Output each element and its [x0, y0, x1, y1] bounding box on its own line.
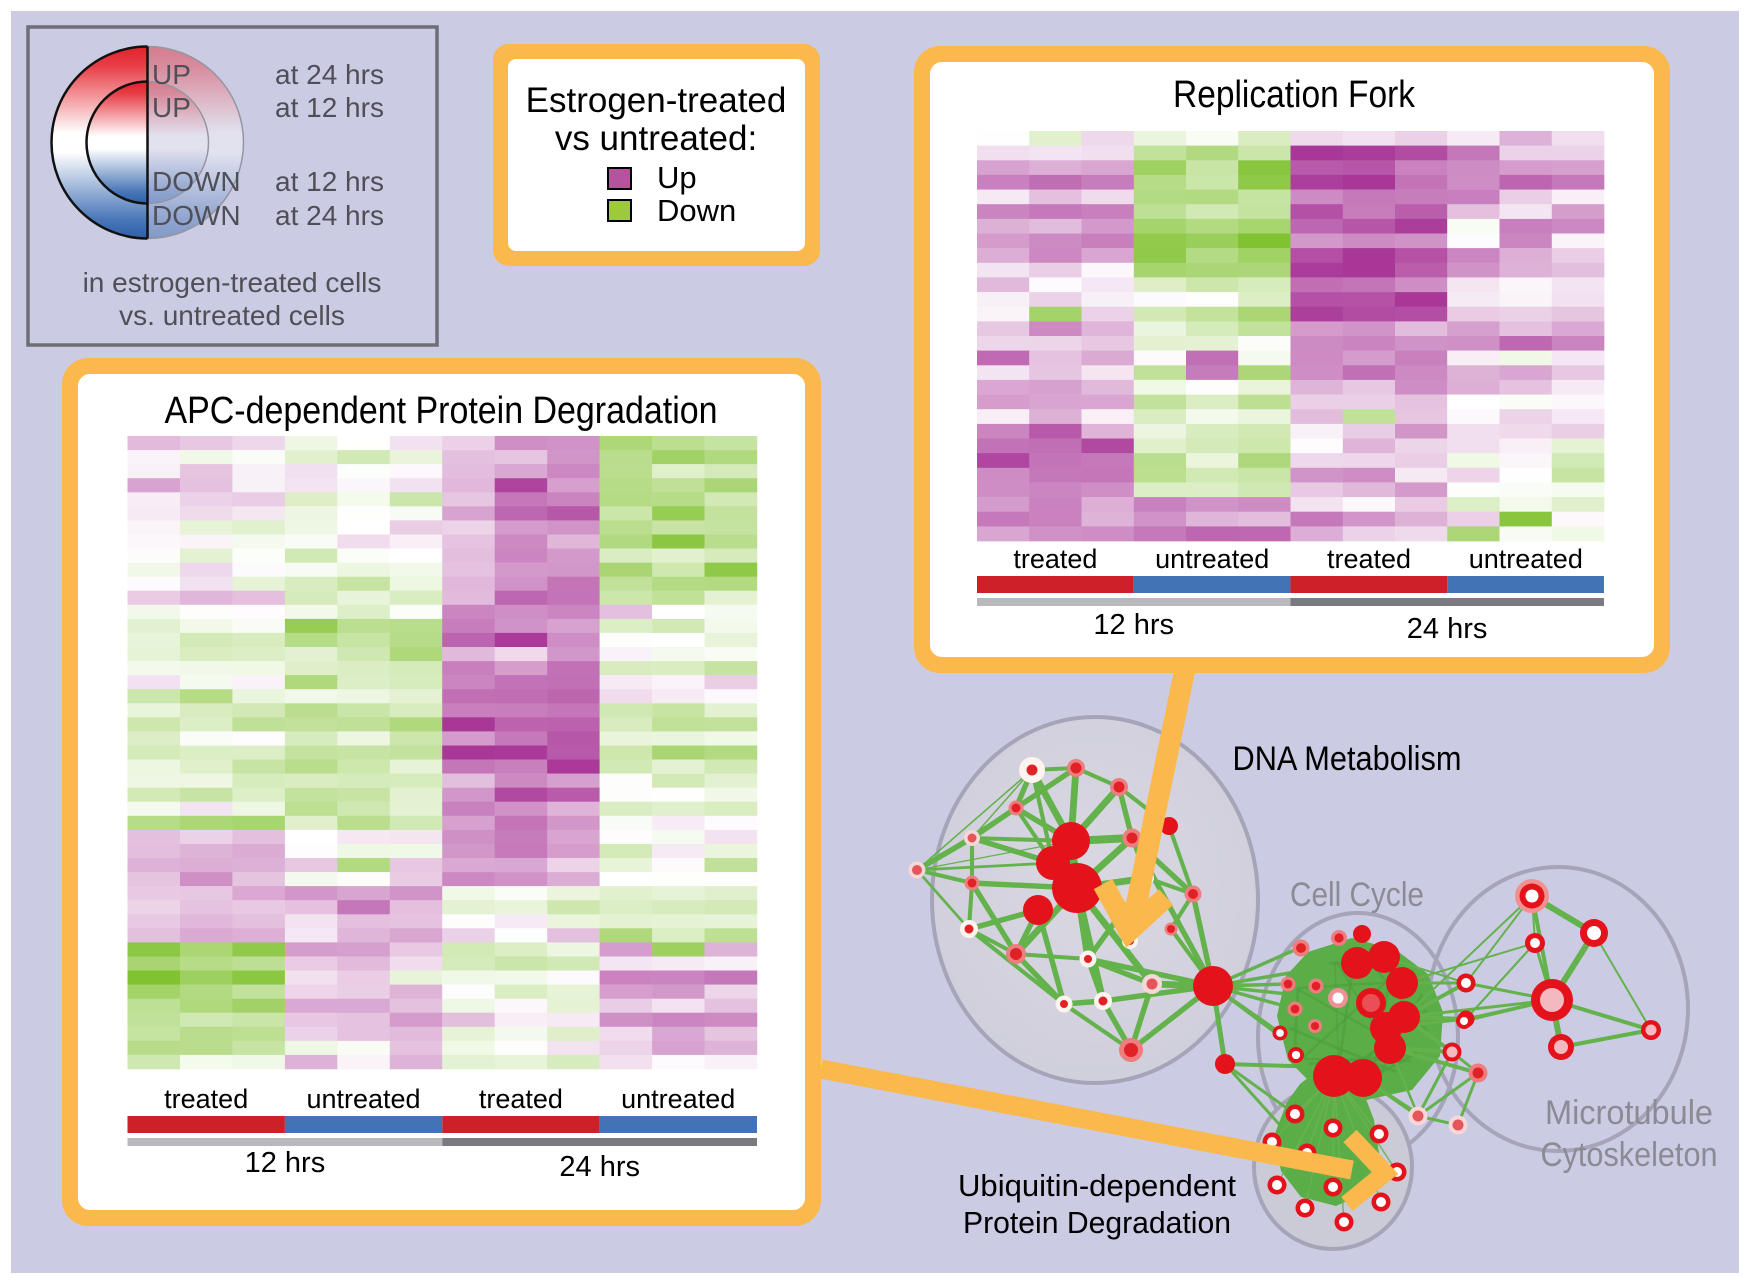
svg-text:Estrogen-treated: Estrogen-treated: [526, 81, 787, 120]
svg-text:treated: treated: [164, 1084, 248, 1114]
svg-text:Cytoskeleton: Cytoskeleton: [1541, 1136, 1718, 1174]
svg-text:UP: UP: [152, 92, 191, 123]
svg-text:24 hrs: 24 hrs: [559, 1151, 640, 1183]
svg-text:Protein Degradation: Protein Degradation: [963, 1205, 1231, 1240]
svg-text:DOWN: DOWN: [152, 200, 241, 231]
svg-text:Down: Down: [657, 193, 736, 228]
svg-text:untreated: untreated: [1155, 544, 1269, 574]
svg-text:at 24 hrs: at 24 hrs: [275, 59, 384, 90]
svg-text:Ubiquitin-dependent: Ubiquitin-dependent: [958, 1168, 1236, 1203]
svg-text:DNA Metabolism: DNA Metabolism: [1233, 740, 1462, 778]
svg-text:DOWN: DOWN: [152, 166, 241, 197]
svg-text:untreated: untreated: [1469, 544, 1583, 574]
svg-text:treated: treated: [479, 1084, 563, 1114]
svg-text:Microtubule: Microtubule: [1545, 1094, 1713, 1132]
svg-text:treated: treated: [1327, 544, 1411, 574]
svg-text:vs. untreated cells: vs. untreated cells: [119, 300, 345, 331]
svg-text:at 12 hrs: at 12 hrs: [275, 92, 384, 123]
svg-text:at 12 hrs: at 12 hrs: [275, 166, 384, 197]
svg-text:UP: UP: [152, 59, 191, 90]
svg-text:Cell Cycle: Cell Cycle: [1290, 876, 1424, 914]
svg-text:untreated: untreated: [306, 1084, 420, 1114]
svg-text:12 hrs: 12 hrs: [245, 1147, 326, 1179]
svg-text:treated: treated: [1013, 544, 1097, 574]
svg-text:APC-dependent Protein Degradat: APC-dependent Protein Degradation: [165, 390, 718, 432]
svg-text:at 24 hrs: at 24 hrs: [275, 200, 384, 231]
svg-text:in estrogen-treated cells: in estrogen-treated cells: [83, 267, 382, 298]
svg-text:12 hrs: 12 hrs: [1093, 609, 1174, 641]
svg-text:Replication Fork: Replication Fork: [1173, 74, 1416, 116]
svg-text:24 hrs: 24 hrs: [1407, 613, 1488, 645]
svg-text:untreated: untreated: [621, 1084, 735, 1114]
svg-text:vs untreated:: vs untreated:: [555, 119, 757, 158]
svg-text:Up: Up: [657, 160, 697, 195]
